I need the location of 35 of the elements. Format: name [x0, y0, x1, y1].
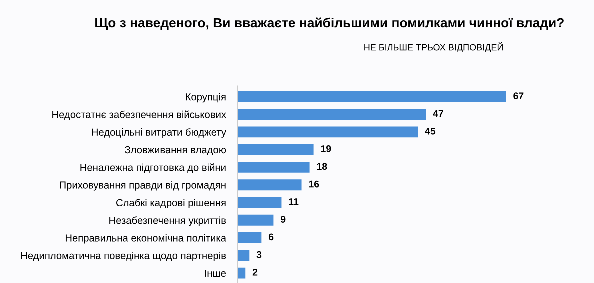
bar: [238, 250, 250, 262]
data-label: 3: [256, 251, 262, 258]
bar: [238, 91, 506, 102]
bar: [238, 197, 282, 208]
y-tick-label: Недоцільні витрати бюджету: [92, 128, 226, 138]
bar: [238, 162, 310, 173]
bar: [238, 214, 274, 226]
y-tick-label: Слабкі кадрові рішення: [116, 199, 226, 209]
y-tick-label: Приховування правди від громадян: [60, 181, 226, 191]
data-label: 18: [317, 163, 328, 170]
y-tick-label: Неправильна економічна політика: [66, 234, 226, 244]
y-tick-label: Зловживання владою: [125, 146, 226, 156]
data-label: 9: [280, 216, 286, 223]
bar: [238, 109, 426, 120]
data-label: 47: [433, 110, 444, 118]
y-tick-label: Інше: [205, 270, 226, 278]
bar: [238, 144, 314, 156]
y-tick-label: Незабезпечення укриттів: [110, 216, 226, 226]
chart-subtitle: НЕ БІЛЬШЕ ТРЬОХ ВІДПОВІДЕЙ: [364, 42, 503, 52]
y-tick-label: Недипломатична поведінка щодо партнерів: [21, 252, 226, 262]
data-label: 11: [289, 198, 299, 206]
bar: [238, 232, 262, 244]
data-label: 67: [514, 92, 524, 100]
bar: [238, 268, 246, 279]
data-label: 45: [425, 128, 436, 135]
y-tick-label: Недостатнє забезпечення військових: [52, 110, 226, 120]
bar: [238, 180, 302, 191]
y-tick-label: Неналежна підготовка до війни: [80, 164, 226, 174]
data-label: 19: [321, 146, 332, 152]
data-label: 2: [252, 269, 258, 276]
data-label: 6: [268, 234, 274, 241]
chart-title: Що з наведеного, Ви вважаєте найбільшими помилками чинної влади?: [96, 18, 564, 30]
bar: [238, 126, 418, 138]
data-label: 16: [309, 180, 320, 188]
y-tick-label: Корупція: [186, 93, 226, 103]
